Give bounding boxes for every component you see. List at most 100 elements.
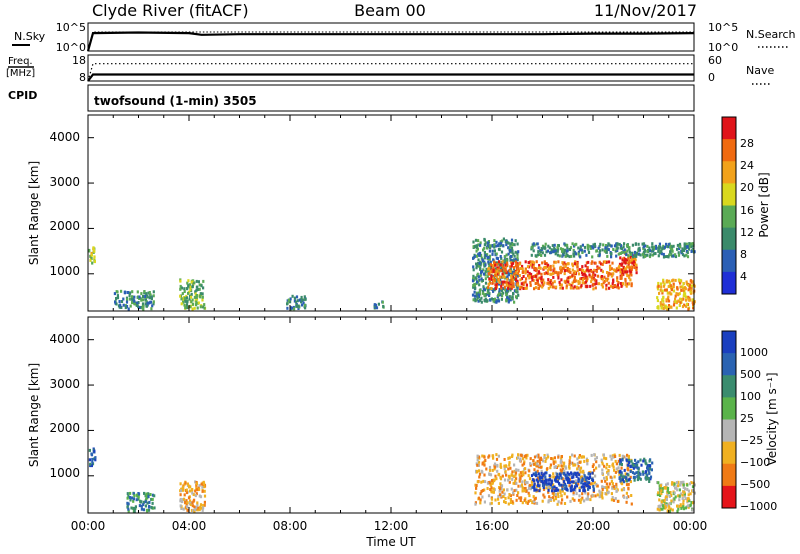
xtick-label-5: 20:00: [576, 519, 611, 533]
heatmap-cell-4: [377, 302, 380, 306]
heatmap-cell-4: [567, 480, 570, 484]
heatmap-cell-8: [677, 299, 680, 303]
heatmap-cell-3: [498, 487, 502, 491]
heatmap-cell-6: [688, 482, 691, 486]
heatmap-cell-4: [577, 477, 580, 481]
heatmap-cell-3: [486, 487, 489, 490]
heatmap-cell-6: [498, 260, 501, 264]
heatmap-cell-2: [191, 298, 194, 302]
heatmap-cell-3: [494, 498, 497, 502]
heatmap-cell-3: [289, 297, 292, 301]
heatmap-cell-3: [494, 474, 497, 478]
heatmap-cell-8: [687, 295, 690, 299]
heatmap-cell-1: [124, 304, 127, 308]
heatmap-cell-3: [536, 469, 539, 473]
heatmap-cell-8: [659, 303, 662, 307]
heatmap-cell-5: [513, 300, 516, 304]
heatmap-cell-6: [622, 272, 625, 276]
heatmap-cell-6: [629, 272, 632, 276]
colorbar-swatch: [722, 463, 736, 487]
heatmap-cell-6: [522, 275, 525, 278]
heatmap-cell-6: [521, 264, 524, 268]
heatmap-cell-6: [586, 266, 589, 270]
heatmap-cell-3: [507, 456, 510, 460]
cpid-strip: CPID twofsound (1-min) 3505: [8, 84, 695, 112]
heatmap-cell-0: [88, 448, 91, 452]
heatmap-cell-5: [505, 253, 508, 257]
heatmap-cell-4: [592, 487, 595, 491]
heatmap-cell-9: [603, 249, 606, 253]
heatmap-cell-3: [626, 467, 629, 471]
heatmap-cell-1: [131, 290, 134, 294]
heatmap-cell-6: [572, 286, 575, 290]
heatmap-cell-6: [524, 286, 527, 290]
heatmap-cell-5: [484, 293, 487, 297]
heatmap-cell-2: [195, 300, 198, 304]
heatmap-cell-6: [687, 505, 690, 509]
heatmap-cell-4: [530, 474, 534, 478]
heatmap-cell-9: [627, 254, 630, 258]
heatmap-cell-3: [480, 490, 483, 493]
heatmap-cell-3: [539, 465, 542, 469]
heatmap-cell-4: [562, 472, 565, 475]
heatmap-cell-6: [536, 272, 539, 276]
heatmap-cell-1: [129, 491, 132, 495]
heatmap-cell-7: [633, 262, 637, 265]
heatmap-cell-6: [609, 268, 612, 271]
heatmap-cell-9: [658, 251, 661, 255]
heatmap-cell-6: [663, 499, 666, 502]
heatmap-cell-4: [538, 489, 541, 493]
heatmap-cell-5: [624, 476, 627, 479]
heatmap-cell-9: [540, 254, 543, 257]
heatmap-cell-3: [507, 467, 510, 471]
heatmap-cell-9: [536, 242, 539, 246]
heatmap-cell-5: [493, 239, 496, 243]
heatmap-cell-6: [514, 264, 518, 268]
heatmap-cell-2: [183, 290, 186, 293]
heatmap-cell-6: [496, 268, 499, 271]
heatmap-cell-5: [484, 281, 488, 285]
heatmap-cell-3: [625, 483, 629, 487]
heatmap-cell-7: [631, 261, 634, 265]
heatmap-cell-3: [541, 499, 544, 503]
heatmap-cell-3: [612, 455, 615, 459]
heatmap-cell-2: [181, 487, 184, 491]
heatmap-cell-6: [496, 266, 499, 270]
heatmap-cell-6: [665, 503, 668, 507]
heatmap-cell-2: [180, 286, 183, 290]
heatmap-cell-3: [532, 495, 535, 499]
heatmap-cell-9: [693, 250, 696, 254]
heatmap-cell-8: [690, 280, 694, 284]
heatmap-cell-6: [691, 485, 695, 489]
heatmap-cell-3: [617, 459, 620, 463]
heatmap-cell-6: [625, 284, 628, 288]
heatmap-cell-8: [678, 292, 681, 296]
heatmap-cell-4: [554, 478, 557, 482]
heatmap-cell-7: [619, 256, 622, 260]
heatmap-cell-4: [531, 485, 534, 489]
colorbar-swatch: [722, 227, 736, 251]
heatmap-cell-6: [549, 285, 552, 289]
heatmap-cell-2: [195, 506, 198, 509]
heatmap-cell-6: [684, 487, 687, 491]
velocity-ytick-1000: 1000: [49, 466, 80, 480]
power-ytick-2000: 2000: [49, 219, 80, 233]
heatmap-cell-8: [681, 285, 684, 289]
heatmap-cell-3: [568, 474, 571, 478]
heatmap-cell-5: [483, 256, 486, 260]
heatmap-cell-3: [300, 303, 304, 307]
heatmap-cell-2: [195, 294, 198, 297]
heatmap-cell-5: [476, 280, 479, 284]
heatmap-cell-9: [626, 244, 629, 248]
colorbar-swatch: [722, 375, 736, 398]
heatmap-cell-2: [188, 501, 191, 505]
site-title: Clyde River (fitACF): [92, 1, 249, 20]
heatmap-cell-3: [611, 486, 614, 490]
heatmap-cell-6: [561, 286, 564, 290]
heatmap-cell-6: [678, 504, 681, 508]
heatmap-cell-3: [586, 459, 589, 462]
heatmap-cell-5: [472, 240, 475, 244]
heatmap-cell-5: [620, 471, 623, 475]
heatmap-cell-3: [532, 500, 535, 504]
heatmap-cell-4: [561, 487, 564, 491]
